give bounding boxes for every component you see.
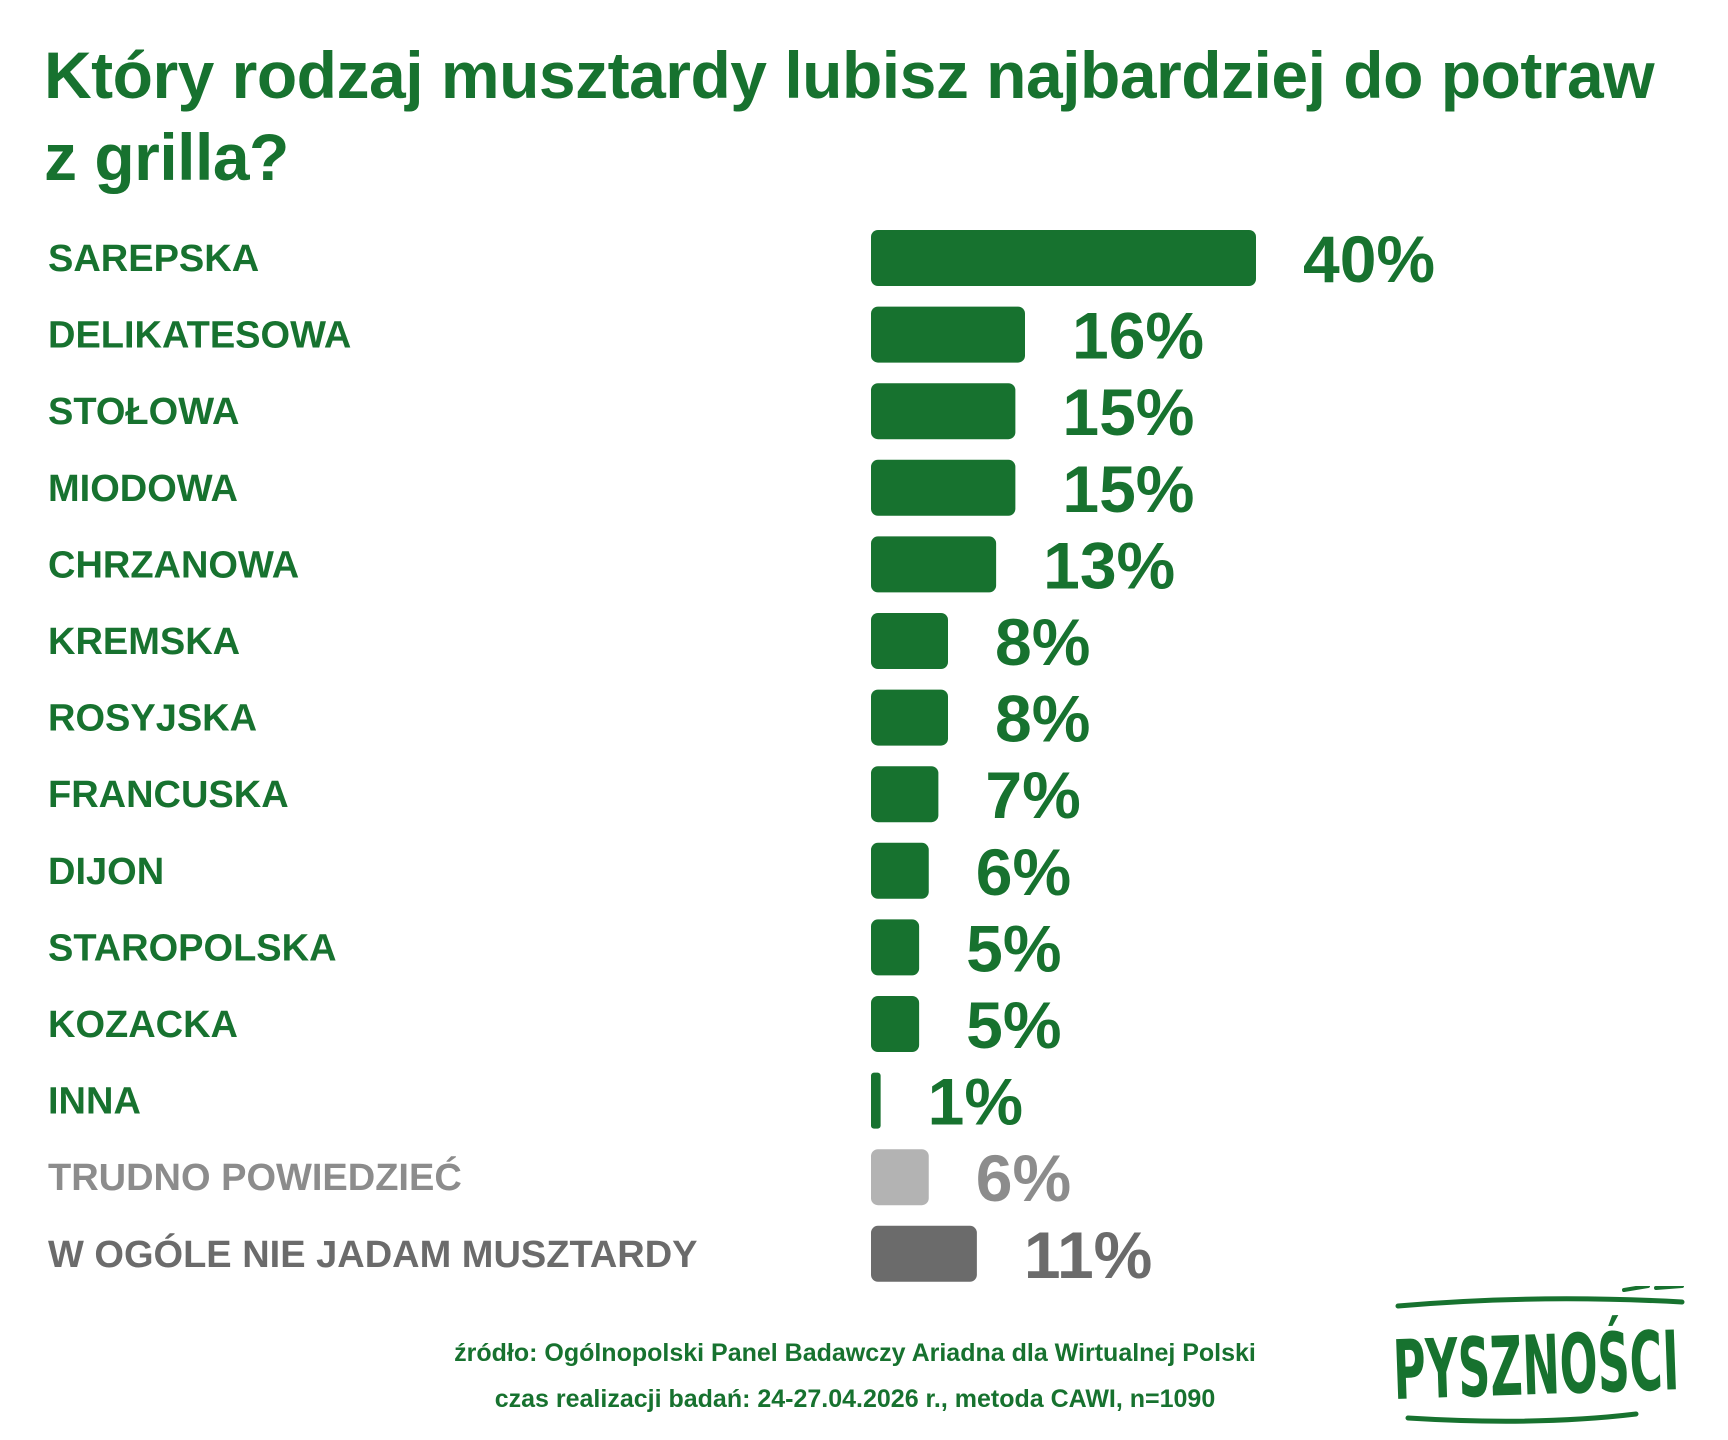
survey-details: czas realizacji badań: 24-27.04.2026 r.,… <box>494 1385 1216 1413</box>
bar-chart: SAREPSKA 40% DELIKATESOWA 16% STOŁOWA 15% MIOD… <box>48 222 1435 1292</box>
bar <box>871 689 948 746</box>
category-label: SAREPSKA <box>48 238 259 280</box>
bar <box>871 536 997 593</box>
bar <box>871 766 939 823</box>
bar <box>871 383 1016 440</box>
value-label: 8% <box>995 605 1090 679</box>
value-label: 6% <box>976 1141 1071 1215</box>
value-label: 40% <box>1303 222 1435 296</box>
bar <box>871 842 929 899</box>
value-label: 13% <box>1043 528 1175 602</box>
value-label: 15% <box>1062 452 1194 526</box>
category-label: CHRZANOWA <box>48 544 299 586</box>
value-label: 15% <box>1062 375 1194 449</box>
bar <box>871 306 1025 363</box>
svg-text:PYSZNOŚCI: PYSZNOŚCI <box>1391 1312 1680 1419</box>
value-label: 5% <box>966 988 1061 1062</box>
bar <box>871 459 1016 516</box>
pysznosci-logo: PYSZNOŚCI <box>1391 1286 1685 1424</box>
value-label: 11% <box>1024 1218 1152 1292</box>
value-label: 5% <box>966 911 1061 985</box>
bar <box>871 613 948 669</box>
category-label: FRANCUSKA <box>48 774 289 816</box>
bar <box>871 919 920 976</box>
value-label: 1% <box>928 1065 1023 1139</box>
source-note: źródło: Ogólnopolski Panel Badawczy Aria… <box>454 1339 1256 1367</box>
category-label: INNA <box>48 1081 141 1123</box>
category-label: DELIKATESOWA <box>48 315 351 357</box>
category-label: W OGÓLE NIE JADAM MUSZTARDY <box>48 1232 698 1276</box>
category-label: STOŁOWA <box>48 391 239 433</box>
category-label: TRUDNO POWIEDZIEĆ <box>48 1155 462 1199</box>
category-label: DIJON <box>48 851 164 893</box>
value-label: 16% <box>1072 299 1204 373</box>
bar <box>871 996 920 1052</box>
value-label: 8% <box>995 682 1090 756</box>
category-label: KOZACKA <box>48 1004 238 1046</box>
bar <box>871 1072 881 1129</box>
category-label: STAROPOLSKA <box>48 927 337 969</box>
bar <box>871 230 1256 286</box>
bar <box>871 1149 929 1206</box>
value-label: 7% <box>985 758 1080 832</box>
category-label: KREMSKA <box>48 621 240 663</box>
value-label: 6% <box>976 835 1071 909</box>
category-label: MIODOWA <box>48 468 238 510</box>
category-label: ROSYJSKA <box>48 698 257 740</box>
bar <box>871 1225 977 1282</box>
chart-title: Który rodzaj musztardy lubisz najbardzie… <box>44 38 1655 194</box>
